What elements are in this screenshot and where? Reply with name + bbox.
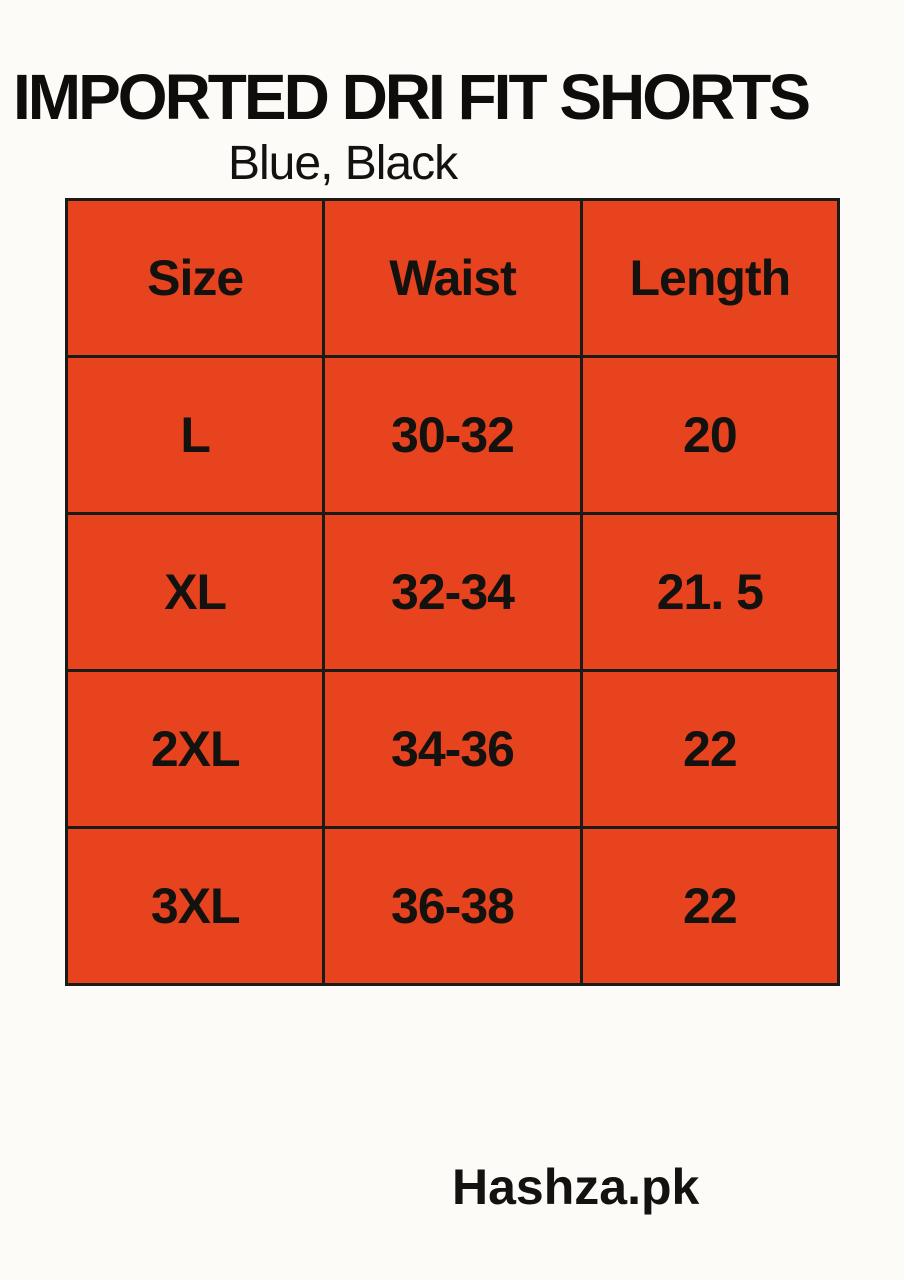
size-chart-table: Size Waist Length L 30-32 20 XL 32-34 21. 5 2XL 3… (64, 198, 841, 986)
size-cell: XL (64, 512, 326, 672)
table-row: XL 32-34 21. 5 (64, 512, 841, 672)
column-header-size: Size (64, 198, 326, 358)
table-row: 3XL 36-38 22 (64, 826, 841, 986)
length-cell: 20 (579, 355, 841, 515)
size-chart-head: Size Waist Length (64, 198, 841, 358)
header-row: Size Waist Length (64, 198, 841, 358)
table-row: 2XL 34-36 22 (64, 669, 841, 829)
waist-cell: 32-34 (322, 512, 583, 672)
waist-cell: 34-36 (322, 669, 583, 829)
length-cell: 22 (579, 669, 841, 829)
length-cell: 22 (579, 826, 841, 986)
size-cell: 2XL (64, 669, 326, 829)
waist-cell: 30-32 (322, 355, 583, 515)
size-cell: L (64, 355, 326, 515)
column-header-waist: Waist (322, 198, 583, 358)
column-header-length: Length (579, 198, 841, 358)
brand-watermark: Hashza.pk (452, 1159, 700, 1215)
product-title: IMPORTED DRI FIT SHORTS (13, 61, 811, 133)
size-chart-body: L 30-32 20 XL 32-34 21. 5 2XL 34-36 22 3XL 36-38 22 (64, 355, 841, 986)
size-cell: 3XL (64, 826, 326, 986)
color-options-subtitle: Blue, Black (228, 137, 458, 190)
waist-cell: 36-38 (322, 826, 583, 986)
length-cell: 21. 5 (579, 512, 841, 672)
table-row: L 30-32 20 (64, 355, 841, 515)
